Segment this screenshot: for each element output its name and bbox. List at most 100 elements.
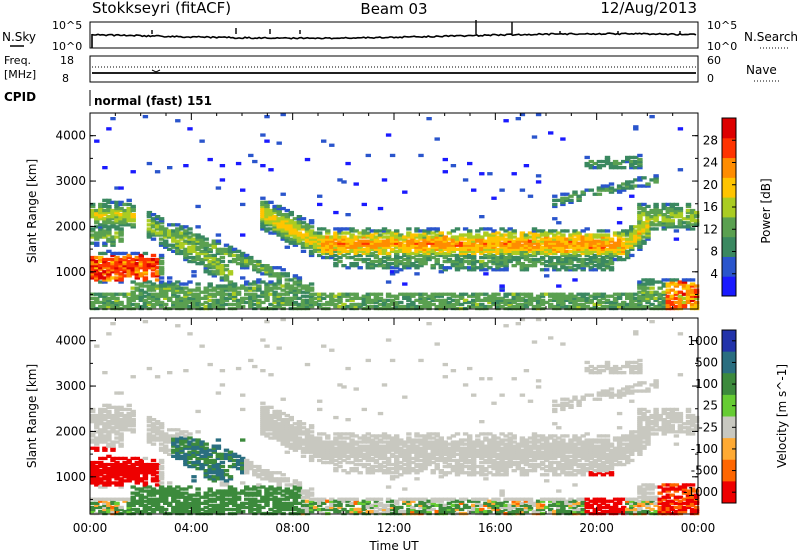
power-cell (507, 257, 513, 262)
power-cell (150, 282, 157, 286)
power-cell (572, 298, 578, 302)
velocity-cell (215, 446, 222, 450)
power-cell (381, 264, 388, 268)
power-cell (487, 227, 493, 231)
power-cell (693, 215, 700, 219)
power-cell (268, 270, 274, 274)
power-cell (592, 235, 598, 239)
power-cell (110, 253, 116, 258)
velocity-cell (187, 452, 193, 456)
power-cell (483, 233, 489, 237)
power-cell (219, 296, 226, 300)
power-cell (422, 300, 428, 305)
power-cell (142, 290, 149, 294)
velocity-cell (203, 471, 209, 475)
velocity-cell (211, 491, 217, 495)
power-cell (292, 296, 299, 300)
power-cell (608, 186, 615, 190)
power-cell (471, 300, 477, 305)
velocity-cell (280, 397, 286, 401)
power-cell (288, 241, 294, 245)
power-cell (175, 286, 181, 290)
power-cell (467, 294, 473, 298)
velocity-cell (134, 487, 140, 491)
power-cell (645, 290, 651, 294)
velocity-cell (146, 366, 153, 371)
power-cell (211, 298, 217, 302)
power-cell (503, 243, 509, 247)
power-cell (604, 241, 611, 245)
velocity-cell (240, 464, 246, 469)
power-cell (560, 229, 566, 233)
power-cell (637, 304, 643, 309)
power-cell (446, 247, 453, 251)
power-cell (462, 249, 469, 253)
power-cell (422, 239, 428, 243)
power-cell (621, 245, 627, 249)
velocity-cell (369, 471, 376, 475)
power-cell (491, 253, 497, 258)
power-cell (560, 304, 566, 309)
power-cell (126, 270, 132, 274)
power-cell (462, 253, 469, 258)
power-cell (394, 231, 400, 235)
velocity-cell (353, 434, 359, 438)
power-cell (369, 264, 376, 268)
power-cell (592, 253, 598, 258)
power-cell (114, 219, 120, 223)
velocity-cell (223, 452, 230, 456)
power-cell (345, 251, 351, 256)
power-cell (158, 282, 165, 286)
velocity-cell (276, 430, 282, 434)
velocity-cell (191, 507, 197, 512)
velocity-cell (333, 499, 339, 503)
velocity-cell (260, 473, 266, 477)
power-cell (454, 294, 461, 298)
velocity-cell (345, 503, 351, 507)
power-cell (637, 231, 643, 235)
power-cell (596, 233, 603, 237)
power-cell (580, 247, 586, 251)
power-cell (681, 225, 688, 229)
power-cell (163, 235, 169, 239)
noise-spikes (91, 20, 681, 48)
power-cell (552, 194, 558, 198)
power-cell (503, 241, 509, 245)
power-cell (462, 178, 469, 182)
velocity-cell (130, 475, 136, 479)
power-cell (653, 217, 659, 221)
velocity-cell (106, 479, 112, 483)
velocity-cell (183, 436, 189, 440)
power-cell (430, 239, 436, 243)
power-cell (284, 298, 290, 302)
power-cell (227, 272, 234, 276)
velocity-cell (353, 497, 359, 501)
power-cell (102, 202, 108, 207)
power-cell (564, 296, 570, 300)
power-cell (604, 294, 611, 298)
velocity-cell (357, 440, 363, 444)
power-cell (539, 237, 546, 241)
power-cell (637, 219, 643, 223)
velocity-cell (98, 477, 104, 481)
power-cell (98, 268, 104, 272)
velocity-cell (158, 475, 165, 479)
power-cell (248, 292, 254, 296)
power-cell (252, 298, 258, 302)
power-cell (154, 227, 161, 231)
power-cell (256, 268, 262, 272)
velocity-cell (264, 434, 270, 438)
power-cell (584, 304, 590, 309)
power-cell (389, 294, 396, 298)
power-cell (102, 229, 108, 233)
velocity-cell (142, 469, 149, 473)
power-cell (377, 296, 384, 300)
velocity-cell (264, 432, 270, 436)
power-cell (389, 243, 396, 247)
power-cell (268, 286, 274, 290)
power-cell (649, 278, 655, 282)
power-cell (645, 204, 651, 209)
power-cell (90, 274, 96, 278)
power-cell (661, 282, 667, 286)
power-cell (138, 282, 144, 286)
